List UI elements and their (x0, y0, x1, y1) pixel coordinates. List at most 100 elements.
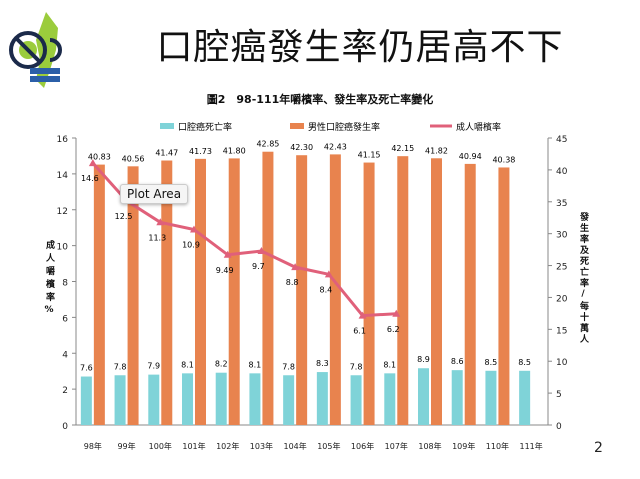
logo (6, 10, 76, 94)
x-tick-label: 100年 (149, 441, 172, 451)
betel-point (324, 270, 333, 278)
incidence-label: 40.56 (122, 154, 145, 163)
betel-point (257, 247, 266, 255)
left-tick-label: 0 (62, 422, 68, 432)
left-tick-label: 12 (57, 207, 68, 217)
x-tick-label: 105年 (317, 441, 340, 451)
mortality-bar (350, 375, 362, 425)
betel-point (88, 159, 97, 167)
right-tick-label: 0 (556, 422, 562, 432)
mortality-bar (249, 373, 261, 425)
mortality-bar (215, 372, 227, 425)
right-tick-label: 40 (556, 167, 568, 177)
mortality-label: 8.1 (181, 360, 194, 369)
x-tick-label: 111年 (520, 441, 543, 451)
incidence-label: 41.47 (155, 149, 178, 158)
right-tick-label: 10 (556, 358, 568, 368)
mortality-bar (283, 375, 295, 425)
legend-swatch (160, 123, 174, 129)
incidence-label: 42.15 (391, 144, 414, 153)
mortality-label: 7.8 (114, 362, 127, 371)
x-tick-label: 103年 (250, 441, 273, 451)
x-tick-label: 107年 (385, 441, 408, 451)
mortality-bar (148, 374, 160, 425)
betel-point (358, 311, 367, 319)
incidence-label: 41.82 (425, 146, 448, 155)
legend-label: 口腔癌死亡率 (178, 121, 232, 133)
legend-label: 成人嚼檳率 (456, 121, 501, 133)
legend-label: 男性口腔癌發生率 (308, 121, 380, 133)
incidence-bar (262, 151, 274, 425)
mortality-label: 8.5 (518, 358, 531, 367)
mortality-label: 7.8 (282, 362, 295, 371)
left-tick-label: 8 (62, 279, 68, 289)
page-number: 2 (594, 440, 603, 456)
incidence-bar (127, 166, 139, 426)
x-tick-label: 108年 (418, 441, 441, 451)
left-tick-label: 16 (57, 135, 69, 145)
betel-point (291, 263, 300, 271)
betel-point (392, 309, 401, 317)
left-tick-label: 14 (57, 171, 69, 181)
betel-label: 9.7 (252, 262, 265, 271)
betel-point (156, 218, 165, 226)
right-tick-label: 45 (556, 135, 567, 145)
mortality-bar (485, 370, 497, 425)
incidence-bar (195, 158, 206, 425)
plot-area-tooltip: Plot Area (120, 184, 189, 204)
betel-label: 12.5 (115, 212, 133, 221)
left-axis-title: 成人嚼檳率% (44, 240, 54, 319)
incidence-bar (464, 163, 476, 425)
x-tick-label: 99年 (117, 441, 135, 451)
betel-label: 8.4 (319, 285, 332, 294)
incidence-bar (228, 158, 240, 426)
incidence-label: 42.43 (324, 142, 347, 151)
x-tick-label: 102年 (216, 441, 239, 451)
x-tick-label: 109年 (452, 441, 475, 451)
incidence-label: 41.15 (358, 151, 381, 160)
incidence-label: 40.83 (88, 153, 111, 162)
legend-swatch (290, 123, 304, 129)
incidence-bar (296, 155, 308, 425)
incidence-label: 40.94 (459, 152, 482, 161)
x-tick-label: 101年 (182, 441, 205, 451)
left-tick-label: 10 (57, 243, 69, 253)
mortality-bar (114, 375, 126, 425)
right-tick-label: 15 (556, 326, 567, 336)
right-tick-label: 5 (556, 390, 562, 400)
mortality-label: 8.6 (451, 357, 464, 366)
left-tick-label: 2 (62, 386, 68, 396)
betel-label: 11.3 (148, 233, 166, 242)
incidence-bar (397, 156, 409, 425)
mortality-label: 7.6 (80, 364, 93, 373)
mortality-label: 7.9 (147, 362, 160, 371)
betel-label: 14.6 (81, 174, 99, 183)
mortality-label: 8.9 (417, 355, 430, 364)
incidence-bar (363, 162, 375, 425)
right-axis-title: 發生率及死亡率/每十萬人 (578, 212, 588, 345)
betel-label: 9.49 (216, 266, 234, 275)
incidence-bar (329, 154, 341, 426)
betel-point (190, 225, 198, 233)
incidence-label: 40.38 (492, 155, 515, 164)
x-tick-label: 98年 (84, 441, 102, 451)
x-tick-label: 106年 (351, 441, 374, 451)
mortality-bar (418, 368, 429, 425)
x-tick-label: 104年 (284, 441, 307, 451)
incidence-bar (161, 160, 173, 425)
mortality-bar (80, 376, 92, 425)
right-tick-label: 30 (556, 231, 568, 241)
mortality-bar (316, 372, 328, 425)
betel-point (223, 250, 232, 258)
left-tick-label: 6 (62, 314, 68, 324)
betel-label: 6.2 (387, 325, 400, 334)
left-tick-label: 4 (62, 350, 68, 360)
mortality-bar (182, 373, 193, 425)
betel-line (91, 162, 397, 318)
incidence-label: 41.73 (189, 147, 212, 156)
incidence-bar (431, 158, 442, 426)
incidence-label: 42.85 (256, 140, 279, 149)
mortality-bar (519, 370, 531, 425)
